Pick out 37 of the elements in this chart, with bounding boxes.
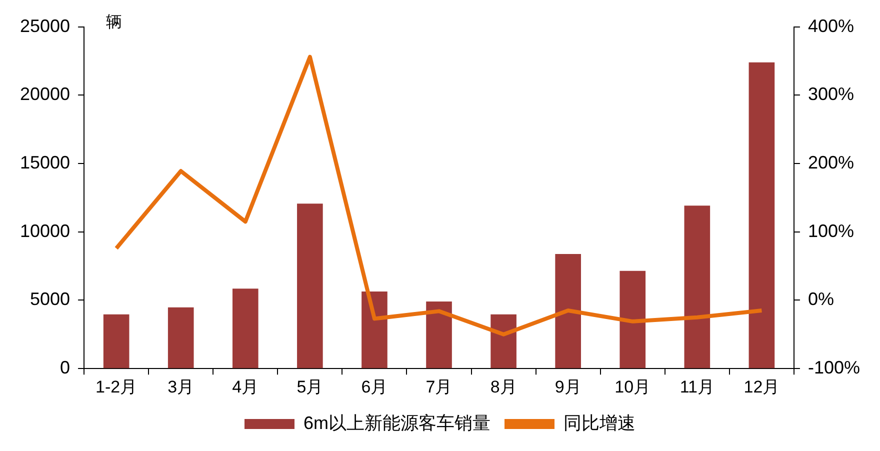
y2-tick-label: -100% <box>808 358 860 378</box>
x-tick-label: 11月 <box>680 377 714 396</box>
bar <box>620 270 646 368</box>
y-tick-label: 0 <box>60 358 70 378</box>
y-tick-label: 20000 <box>20 84 70 104</box>
legend-label: 6m以上新能源客车销量 <box>304 412 491 433</box>
y-axis-title: 辆 <box>106 14 122 32</box>
x-tick-label: 4月 <box>232 377 259 396</box>
bar <box>684 206 710 368</box>
x-tick-label: 5月 <box>296 377 324 396</box>
y2-tick-label: 400% <box>808 16 854 36</box>
x-tick-label: 6月 <box>361 377 388 396</box>
y-tick-label: 15000 <box>20 152 70 172</box>
bar <box>426 301 452 368</box>
x-tick-label: 1-2月 <box>96 377 138 396</box>
y2-tick-label: 0% <box>808 289 834 310</box>
bar <box>362 291 388 368</box>
bar <box>748 62 775 368</box>
bar <box>490 314 516 368</box>
y2-tick-label: 200% <box>808 152 854 172</box>
legend-label: 同比增速 <box>564 412 636 433</box>
x-tick-label: 10月 <box>614 377 651 396</box>
bar <box>168 307 194 368</box>
x-tick-label: 8月 <box>490 377 517 396</box>
bar <box>232 288 258 368</box>
y2-tick-label: 100% <box>808 220 854 241</box>
bar <box>297 204 323 368</box>
x-tick-label: 12月 <box>744 377 780 396</box>
y-tick-label: 10000 <box>20 220 70 241</box>
x-tick-label: 9月 <box>554 377 582 396</box>
bar <box>103 314 130 368</box>
bar <box>555 254 581 368</box>
y-tick-label: 25000 <box>20 16 70 36</box>
x-tick-label: 7月 <box>426 377 452 396</box>
y-tick-label: 5000 <box>30 289 70 310</box>
y2-tick-label: 300% <box>808 84 854 104</box>
x-tick-label: 3月 <box>168 377 194 396</box>
